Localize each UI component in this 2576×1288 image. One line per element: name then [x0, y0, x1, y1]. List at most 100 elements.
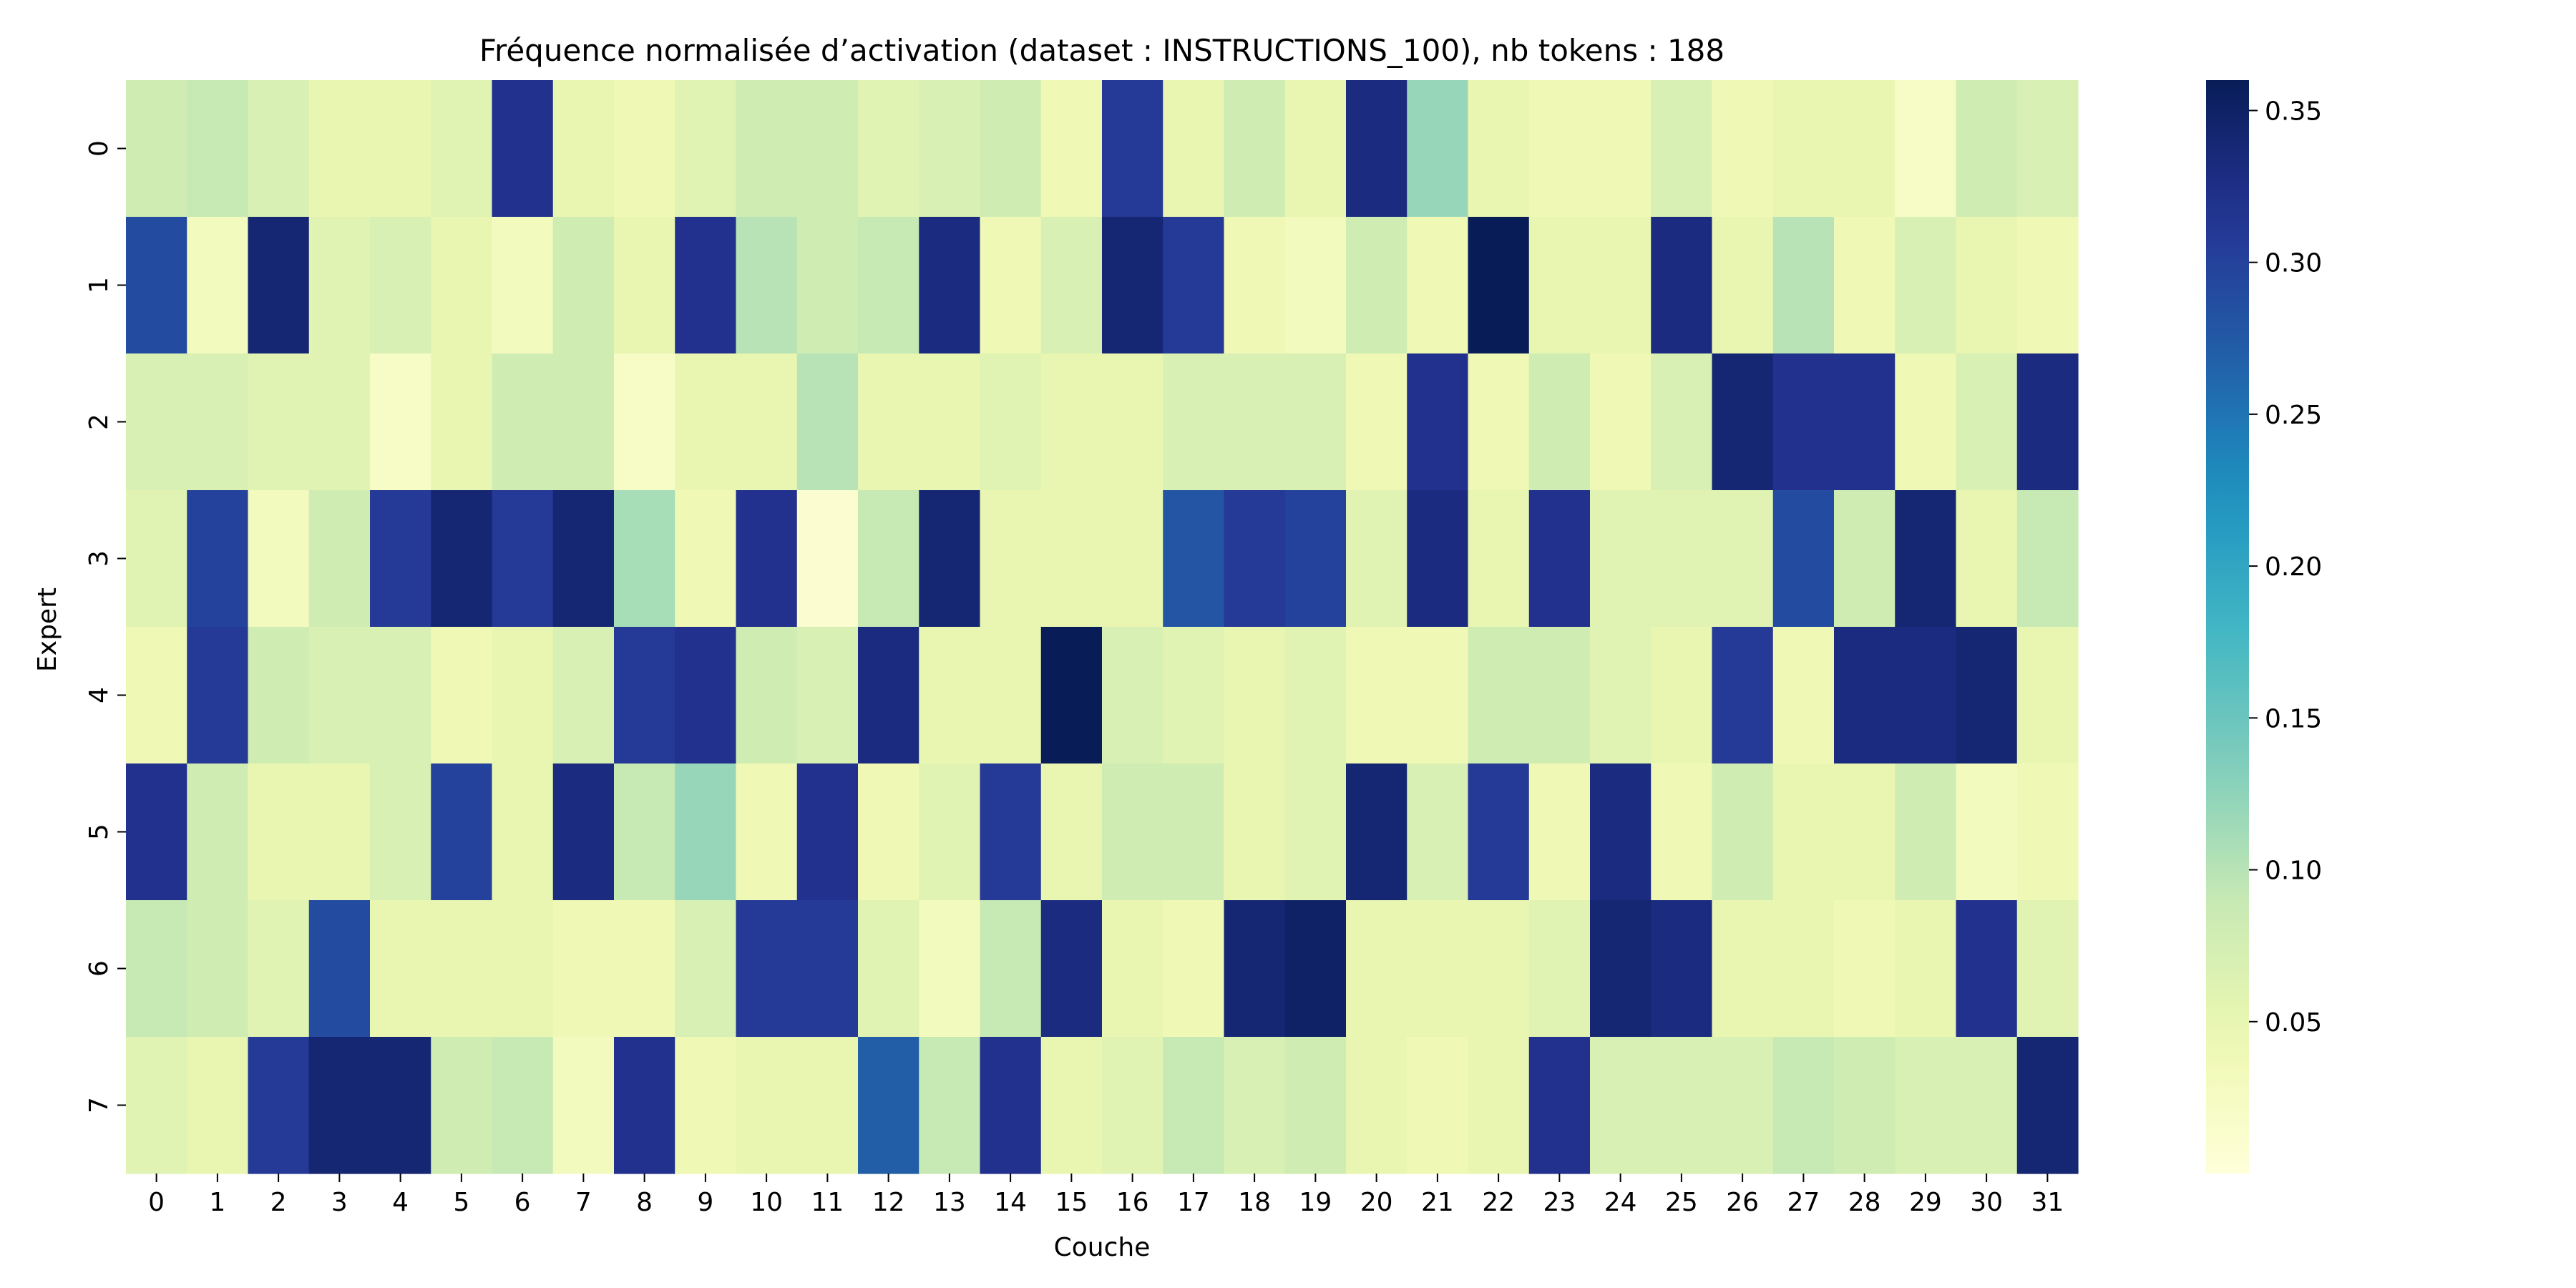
heatmap-cell-e5-l25: [1651, 763, 1713, 901]
heatmap-cell-e6-l4: [370, 900, 431, 1038]
heatmap-cell-e3-l22: [1468, 490, 1530, 628]
heatmap-cell-e0-l28: [1834, 80, 1896, 218]
heatmap-cell-e3-l14: [980, 490, 1042, 628]
x-tick-label: 22: [1482, 1188, 1515, 1217]
heatmap-cell-e0-l22: [1468, 80, 1530, 218]
heatmap-cell-e5-l8: [614, 763, 675, 901]
colorbar-tick-label: 0.25: [2265, 401, 2322, 430]
heatmap-cell-e1-l17: [1163, 217, 1225, 354]
heatmap-cell-e2-l1: [187, 353, 249, 491]
heatmap-cell-e0-l27: [1772, 80, 1835, 218]
heatmap-cell-e7-l7: [552, 1037, 615, 1174]
heatmap-cell-e7-l18: [1224, 1037, 1286, 1174]
x-tick-label: 4: [392, 1188, 409, 1217]
heatmap-cell-e5-l3: [308, 763, 371, 901]
heatmap-cell-e7-l4: [370, 1037, 431, 1174]
heatmap-cell-e1-l12: [858, 217, 919, 354]
heatmap-cell-e4-l28: [1834, 627, 1896, 764]
heatmap-cell-e6-l21: [1407, 900, 1469, 1038]
heatmap-cell-e1-l29: [1895, 217, 1957, 354]
heatmap-cell-e1-l20: [1346, 217, 1407, 354]
heatmap-cell-e0-l26: [1712, 80, 1774, 218]
heatmap-cell-e5-l4: [370, 763, 431, 901]
heatmap-cell-e7-l23: [1528, 1037, 1591, 1174]
heatmap-cell-e2-l2: [248, 353, 310, 491]
heatmap-cell-e3-l26: [1712, 490, 1774, 628]
heatmap-cell-e3-l4: [370, 490, 431, 628]
heatmap-cell-e7-l3: [308, 1037, 371, 1174]
heatmap-cell-e3-l3: [308, 490, 371, 628]
heatmap-cell-e5-l26: [1712, 763, 1774, 901]
x-tick-label: 23: [1543, 1188, 1576, 1217]
heatmap-cell-e4-l3: [308, 627, 371, 764]
heatmap-cell-e4-l24: [1590, 627, 1652, 764]
heatmap-cell-e1-l15: [1040, 217, 1103, 354]
heatmap-cell-e6-l15: [1040, 900, 1103, 1038]
heatmap-cell-e1-l13: [919, 217, 981, 354]
heatmap-cell-e5-l0: [126, 763, 187, 901]
heatmap-cell-e4-l17: [1163, 627, 1225, 764]
heatmap-cell-e0-l13: [919, 80, 981, 218]
x-tick-label: 11: [811, 1188, 844, 1217]
x-tick-label: 13: [933, 1188, 966, 1217]
heatmap-cell-e5-l13: [919, 763, 981, 901]
heatmap-cell-e7-l29: [1895, 1037, 1957, 1174]
heatmap-cell-e2-l11: [796, 353, 859, 491]
heatmap-cell-e3-l9: [675, 490, 737, 628]
heatmap-cell-e7-l20: [1346, 1037, 1407, 1174]
heatmap-cell-e1-l0: [126, 217, 187, 354]
heatmap-cell-e6-l10: [736, 900, 798, 1038]
y-tick-label: 7: [84, 1097, 114, 1113]
heatmap-cell-e4-l29: [1895, 627, 1957, 764]
colorbar-tick-label: 0.05: [2265, 1008, 2322, 1038]
heatmap-cell-e5-l2: [248, 763, 310, 901]
heatmap-cell-e0-l2: [248, 80, 310, 218]
x-axis-ticks: 0 1 2 3 4 5 6 7 8 9 10 11 12 13 14 15 16 17 18 19 20 21 22 23 24…: [148, 1174, 2064, 1217]
heatmap-cell-e5-l12: [858, 763, 919, 901]
heatmap-cell-e7-l12: [858, 1037, 919, 1174]
heatmap-cell-e2-l16: [1102, 353, 1163, 491]
heatmap-cell-e0-l31: [2016, 80, 2079, 218]
colorbar: [2206, 80, 2249, 1174]
heatmap-cell-e7-l21: [1407, 1037, 1469, 1174]
heatmap-cell-e5-l28: [1834, 763, 1896, 901]
heatmap-cell-e5-l14: [980, 763, 1042, 901]
heatmap-cell-e0-l11: [796, 80, 859, 218]
colorbar-tick-label: 0.35: [2265, 97, 2322, 126]
heatmap-cell-e7-l14: [980, 1037, 1042, 1174]
heatmap-cell-e0-l16: [1102, 80, 1163, 218]
heatmap-cell-e5-l18: [1224, 763, 1286, 901]
heatmap-cell-e4-l26: [1712, 627, 1774, 764]
heatmap-cell-e0-l0: [126, 80, 187, 218]
heatmap-cell-e1-l22: [1468, 217, 1530, 354]
heatmap-cell-e1-l9: [675, 217, 737, 354]
x-tick-label: 0: [148, 1188, 165, 1217]
heatmap-cell-e6-l6: [492, 900, 554, 1038]
heatmap-cell-e2-l26: [1712, 353, 1774, 491]
heatmap-cell-e6-l23: [1528, 900, 1591, 1038]
heatmap-cell-e0-l8: [614, 80, 675, 218]
heatmap-cell-e5-l17: [1163, 763, 1225, 901]
colorbar-tick-label: 0.10: [2265, 857, 2322, 886]
heatmap-cell-e7-l25: [1651, 1037, 1713, 1174]
heatmap-cell-e1-l16: [1102, 217, 1163, 354]
colorbar-tick-label: 0.15: [2265, 704, 2322, 733]
heatmap-cell-e2-l8: [614, 353, 675, 491]
x-tick-label: 9: [697, 1188, 713, 1217]
x-tick-label: 17: [1177, 1188, 1210, 1217]
heatmap-cell-e5-l11: [796, 763, 859, 901]
heatmap-cell-e3-l16: [1102, 490, 1163, 628]
heatmap-cell-e0-l24: [1590, 80, 1652, 218]
x-tick-label: 25: [1665, 1188, 1698, 1217]
heatmap-cell-e4-l20: [1346, 627, 1407, 764]
heatmap-cell-e5-l10: [736, 763, 798, 901]
heatmap-cell-e2-l25: [1651, 353, 1713, 491]
heatmap-cell-e6-l27: [1772, 900, 1835, 1038]
x-tick-label: 27: [1787, 1188, 1820, 1217]
heatmap-cell-e1-l19: [1284, 217, 1347, 354]
heatmap-cell-e6-l11: [796, 900, 859, 1038]
x-tick-label: 1: [209, 1188, 225, 1217]
heatmap-cell-e6-l16: [1102, 900, 1163, 1038]
x-tick-label: 6: [514, 1188, 531, 1217]
